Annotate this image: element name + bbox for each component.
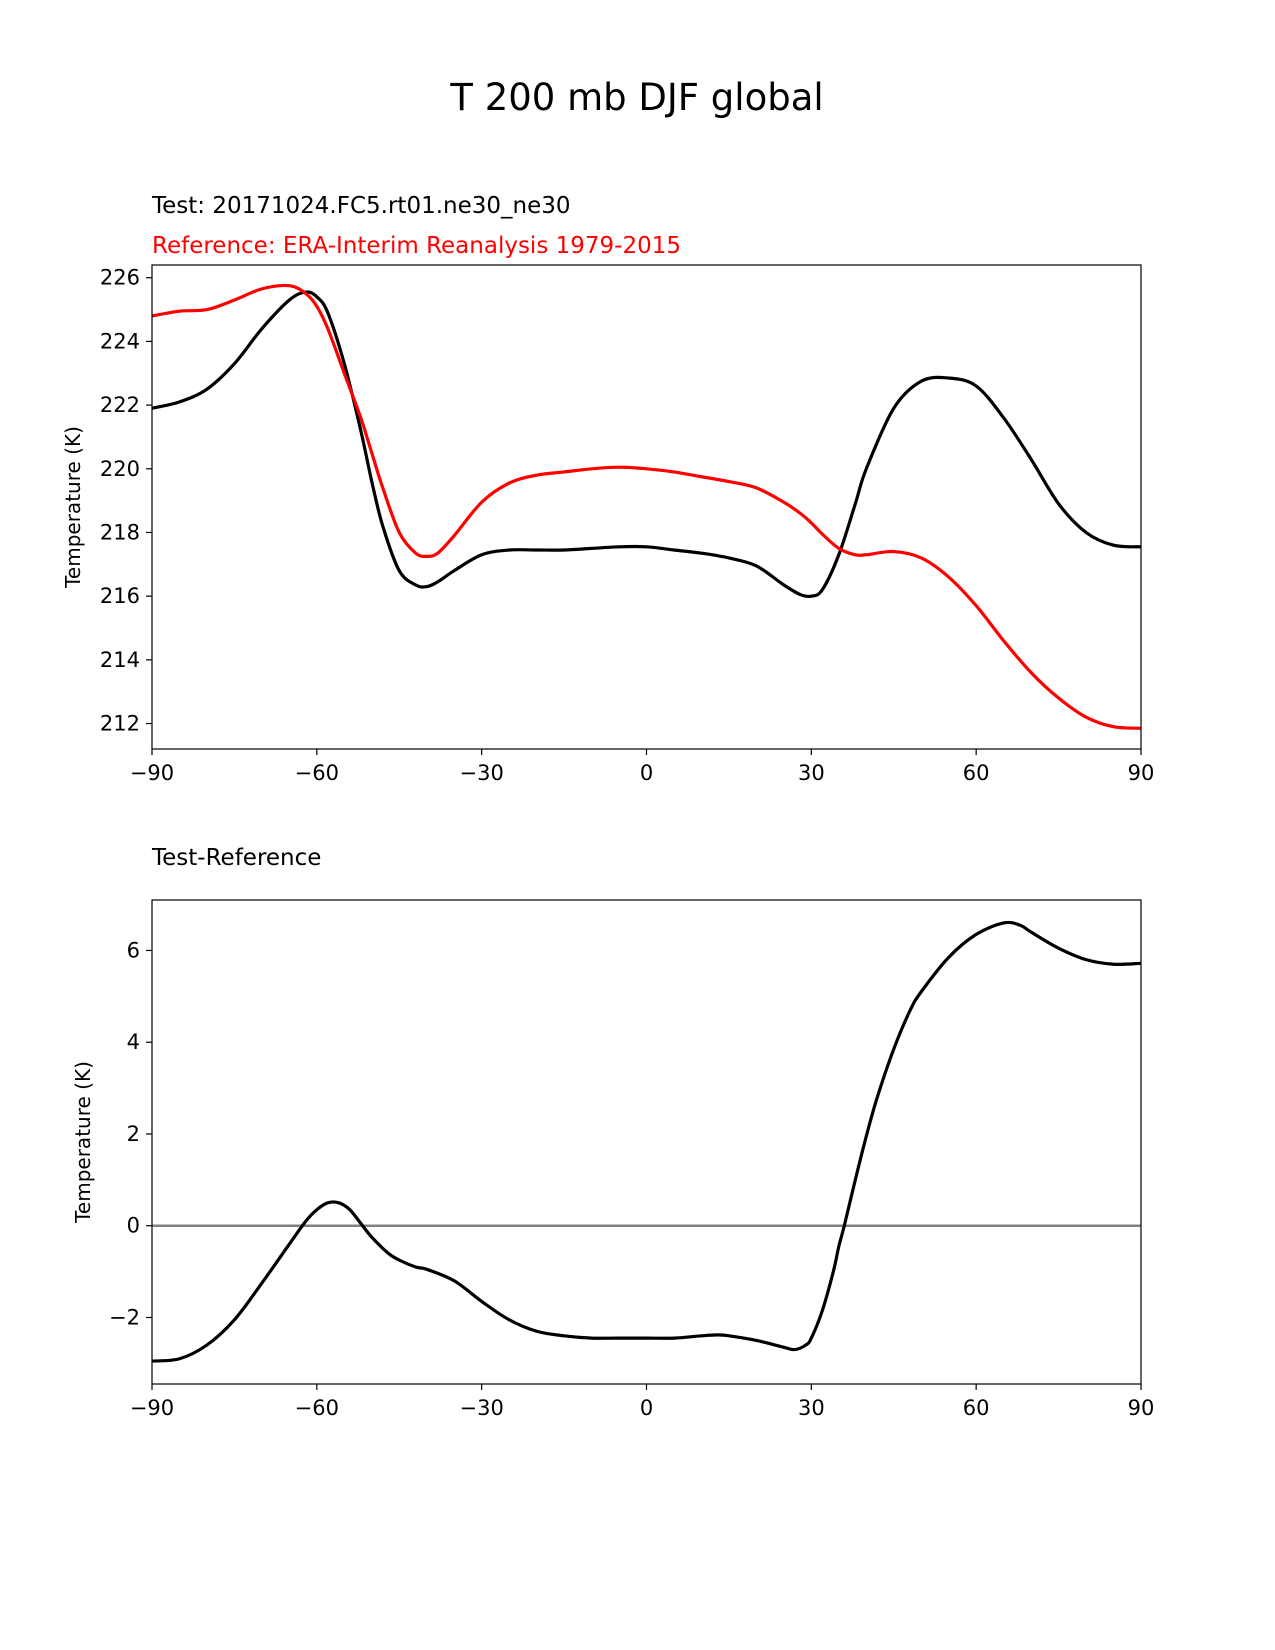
top-y-axis-label: Temperature (K) — [61, 426, 85, 589]
top-y-tick-label: 214 — [100, 648, 140, 672]
top-x-tick-label: 30 — [798, 761, 825, 785]
top-x-tick-label: −60 — [295, 761, 339, 785]
top-y-tick-label: 226 — [100, 266, 140, 290]
bottom-y-tick-label: 0 — [127, 1214, 140, 1238]
top-series-line-reference — [152, 283, 1141, 730]
bottom-y-axis-label: Temperature (K) — [71, 1061, 95, 1224]
top-plot-frame — [151, 264, 1142, 750]
top-series-line-test — [152, 290, 1141, 599]
bottom-plot: −90 −60 −30 0 30 60 90 −2 0 2 4 6 Temperature (K) — [71, 899, 1155, 1420]
bottom-y-ticks: −2 0 2 4 6 — [109, 938, 152, 1329]
bottom-x-tick-label: 0 — [640, 1396, 653, 1420]
bottom-x-tick-label: −60 — [295, 1396, 339, 1420]
top-x-tick-label: 90 — [1128, 761, 1155, 785]
difference-title: Test-Reference — [151, 845, 321, 871]
test-label: Test: 20171024.FC5.rt01.ne30_ne30 — [151, 193, 571, 219]
bottom-y-tick-label: 4 — [127, 1030, 140, 1054]
bottom-y-tick-label: 6 — [127, 938, 140, 962]
top-x-tick-label: 0 — [640, 761, 653, 785]
top-x-ticks: −90 −60 −30 0 30 60 90 — [130, 749, 1155, 785]
bottom-x-tick-label: −30 — [460, 1396, 504, 1420]
top-y-ticks: 212 214 216 218 220 222 224 226 — [100, 266, 152, 736]
bottom-x-tick-label: 90 — [1128, 1396, 1155, 1420]
top-series-layer — [152, 283, 1141, 730]
bottom-plot-frame — [151, 899, 1142, 1385]
bottom-y-tick-label: −2 — [109, 1305, 140, 1329]
top-y-tick-label: 224 — [100, 329, 140, 353]
bottom-y-tick-label: 2 — [127, 1122, 140, 1146]
top-x-tick-label: −30 — [460, 761, 504, 785]
bottom-x-tick-label: 60 — [963, 1396, 990, 1420]
bottom-x-ticks: −90 −60 −30 0 30 60 90 — [130, 1384, 1155, 1420]
top-y-tick-label: 222 — [100, 393, 140, 417]
bottom-series-line-test-reference — [152, 920, 1141, 1363]
reference-label: Reference: ERA-Interim Reanalysis 1979-2… — [152, 233, 681, 259]
top-y-tick-label: 218 — [100, 520, 140, 544]
bottom-series-layer — [152, 920, 1141, 1363]
top-y-tick-label: 220 — [100, 457, 140, 481]
bottom-x-tick-label: 30 — [798, 1396, 825, 1420]
top-y-tick-label: 216 — [100, 584, 140, 608]
top-y-tick-label: 212 — [100, 712, 140, 736]
top-x-tick-label: 60 — [963, 761, 990, 785]
figure-title: T 200 mb DJF global — [449, 76, 823, 119]
top-x-tick-label: −90 — [130, 761, 174, 785]
bottom-x-tick-label: −90 — [130, 1396, 174, 1420]
top-plot: −90 −60 −30 0 30 60 90 212 214 216 218 220 222 224 22… — [61, 264, 1155, 785]
